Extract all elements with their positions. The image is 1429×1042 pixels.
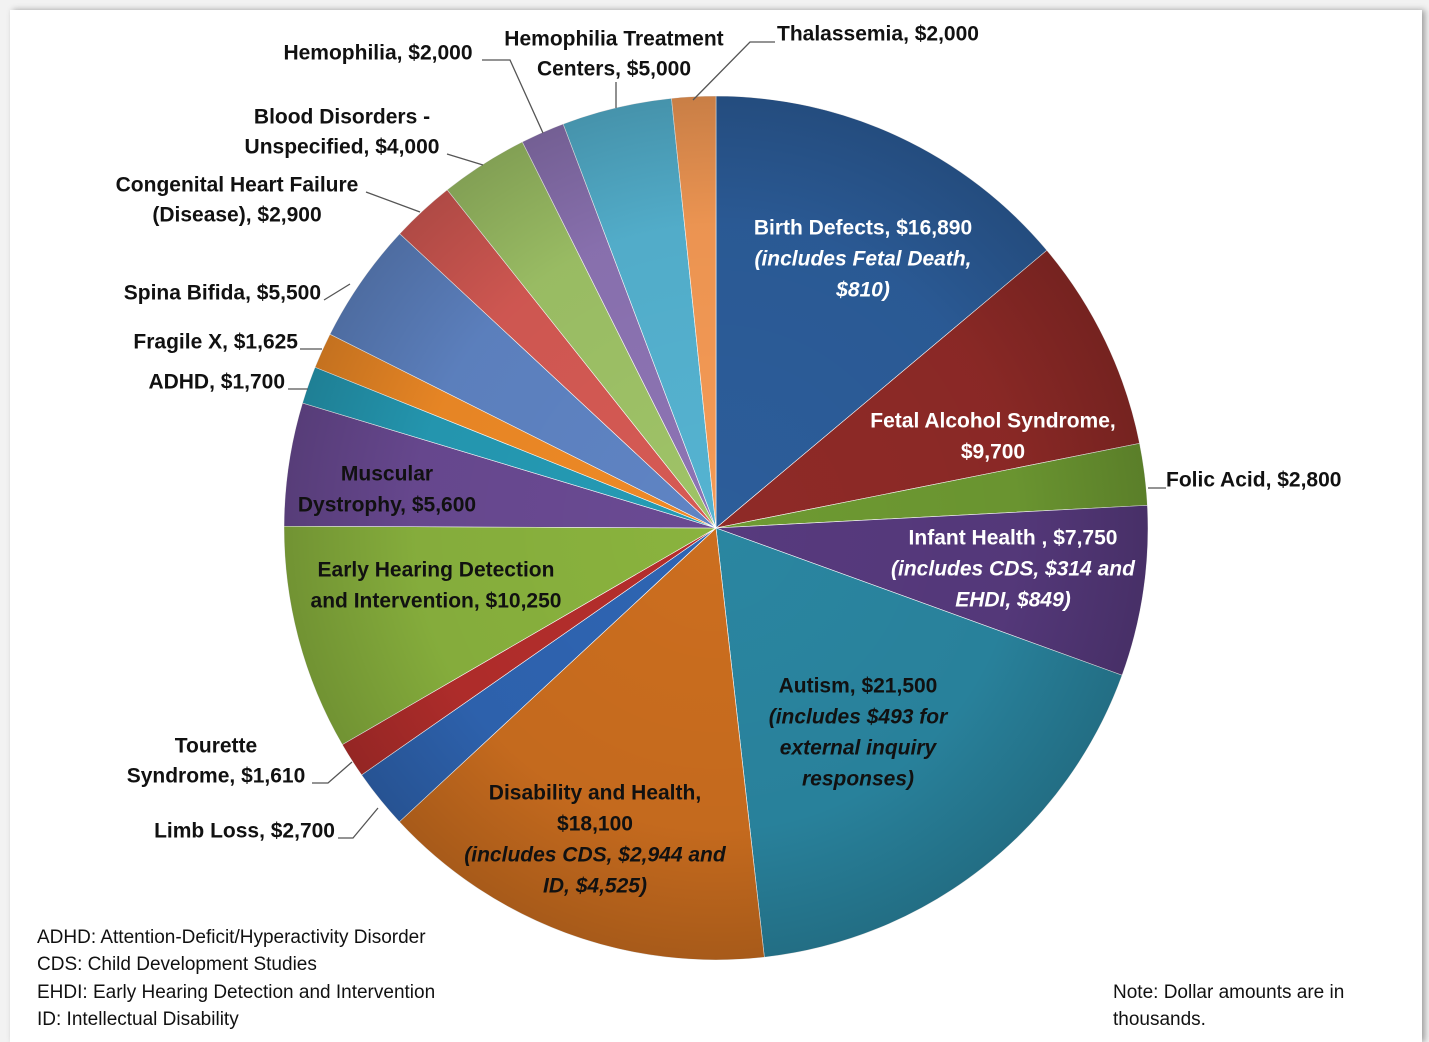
abbrev-cds: CDS: Child Development Studies <box>37 954 317 975</box>
leader-lines <box>288 41 1166 839</box>
leader-line-congenital-heart-failure-disease <box>365 191 421 213</box>
abbrev-ehdi: EHDI: Early Hearing Detection and Interv… <box>37 982 435 1003</box>
abbreviation-legend: ADHD: Attention-Deficit/Hyperactivity Di… <box>37 927 435 1030</box>
label-congenital-heart-failure-disease: Congenital Heart Failure (Disease), $2,90… <box>116 173 359 226</box>
label-limb-loss: Limb Loss, $2,700 <box>154 819 335 842</box>
label-adhd: ADHD, $1,700 <box>148 370 285 393</box>
label-spina-bifida: Spina Bifida, $5,500 <box>124 281 321 304</box>
units-note-line-1: Note: Dollar amounts are in <box>1113 982 1344 1003</box>
abbrev-adhd: ADHD: Attention-Deficit/Hyperactivity Di… <box>37 927 426 948</box>
leader-line-hemophilia <box>482 59 544 134</box>
abbrev-id: ID: Intellectual Disability <box>37 1009 239 1030</box>
label-fetal-alcohol-syndrome: Fetal Alcohol Syndrome, $9,700 <box>870 409 1115 463</box>
leader-line-tourette-syndrome <box>312 761 353 784</box>
leader-line-blood-disorders-unspecified <box>446 153 484 166</box>
leader-line-spina-bifida <box>323 283 351 301</box>
label-hemophilia: Hemophilia, $2,000 <box>283 41 472 64</box>
units-note: Note: Dollar amounts are in thousands. <box>1113 982 1344 1030</box>
label-fragile-x: Fragile X, $1,625 <box>133 330 298 353</box>
label-birth-defects: Birth Defects, $16,890 (includes Fetal De… <box>754 216 972 301</box>
label-tourette-syndrome: Tourette Syndrome, $1,610 <box>127 734 306 787</box>
slice-labels: Birth Defects, $16,890 (includes Fetal De… <box>116 22 1342 897</box>
label-muscular-dystrophy: Muscular Dystrophy, $5,600 <box>298 462 476 516</box>
leader-line-limb-loss <box>338 807 379 839</box>
label-hemophilia-treatment-centers: Hemophilia Treatment Centers, $5,000 <box>504 27 723 80</box>
label-disability-and-health: Disability and Health, $18,100 (includes C… <box>464 781 727 897</box>
label-infant-health: Infant Health , $7,750 (includes CDS, $31… <box>891 526 1136 611</box>
units-note-line-2: thousands. <box>1113 1009 1206 1030</box>
leader-line-thalassemia <box>692 41 775 101</box>
label-blood-disorders-unspecified: Blood Disorders -Unspecified, $4,000 <box>245 105 440 158</box>
label-thalassemia: Thalassemia, $2,000 <box>777 22 979 45</box>
label-early-hearing-detection-and-intervention: Early Hearing Detection and Intervention,… <box>311 558 562 612</box>
label-folic-acid: Folic Acid, $2,800 <box>1166 468 1341 491</box>
label-autism: Autism, $21,500 (includes $493 for externa… <box>769 674 949 790</box>
